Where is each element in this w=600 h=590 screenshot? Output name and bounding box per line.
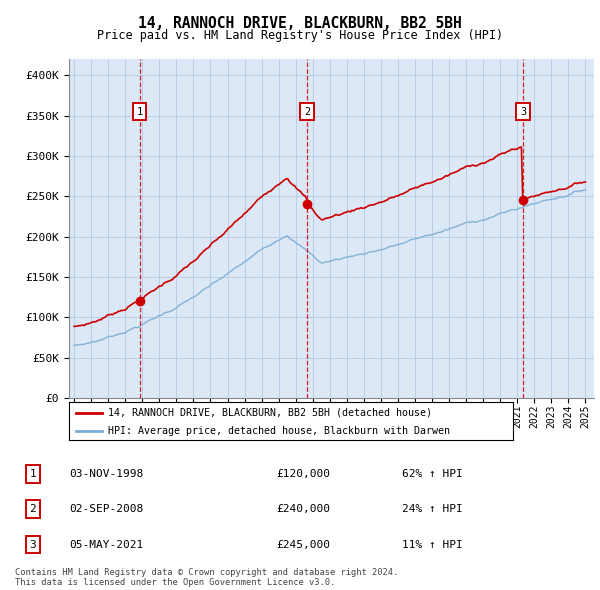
Text: £120,000: £120,000 xyxy=(276,469,330,478)
Text: HPI: Average price, detached house, Blackburn with Darwen: HPI: Average price, detached house, Blac… xyxy=(108,427,450,437)
Text: 1: 1 xyxy=(136,107,143,116)
Text: £245,000: £245,000 xyxy=(276,540,330,549)
Text: Price paid vs. HM Land Registry's House Price Index (HPI): Price paid vs. HM Land Registry's House … xyxy=(97,30,503,42)
Text: 11% ↑ HPI: 11% ↑ HPI xyxy=(402,540,463,549)
Text: 02-SEP-2008: 02-SEP-2008 xyxy=(69,504,143,514)
Text: 2: 2 xyxy=(29,504,37,514)
Text: 3: 3 xyxy=(29,540,37,549)
Text: 14, RANNOCH DRIVE, BLACKBURN, BB2 5BH: 14, RANNOCH DRIVE, BLACKBURN, BB2 5BH xyxy=(138,16,462,31)
Text: 14, RANNOCH DRIVE, BLACKBURN, BB2 5BH (detached house): 14, RANNOCH DRIVE, BLACKBURN, BB2 5BH (d… xyxy=(108,408,432,418)
Text: 1: 1 xyxy=(29,469,37,478)
Text: 05-MAY-2021: 05-MAY-2021 xyxy=(69,540,143,549)
Text: 62% ↑ HPI: 62% ↑ HPI xyxy=(402,469,463,478)
Text: 3: 3 xyxy=(520,107,526,116)
Text: 2: 2 xyxy=(304,107,310,116)
Text: 24% ↑ HPI: 24% ↑ HPI xyxy=(402,504,463,514)
Text: Contains HM Land Registry data © Crown copyright and database right 2024.
This d: Contains HM Land Registry data © Crown c… xyxy=(15,568,398,587)
Text: 03-NOV-1998: 03-NOV-1998 xyxy=(69,469,143,478)
Text: £240,000: £240,000 xyxy=(276,504,330,514)
